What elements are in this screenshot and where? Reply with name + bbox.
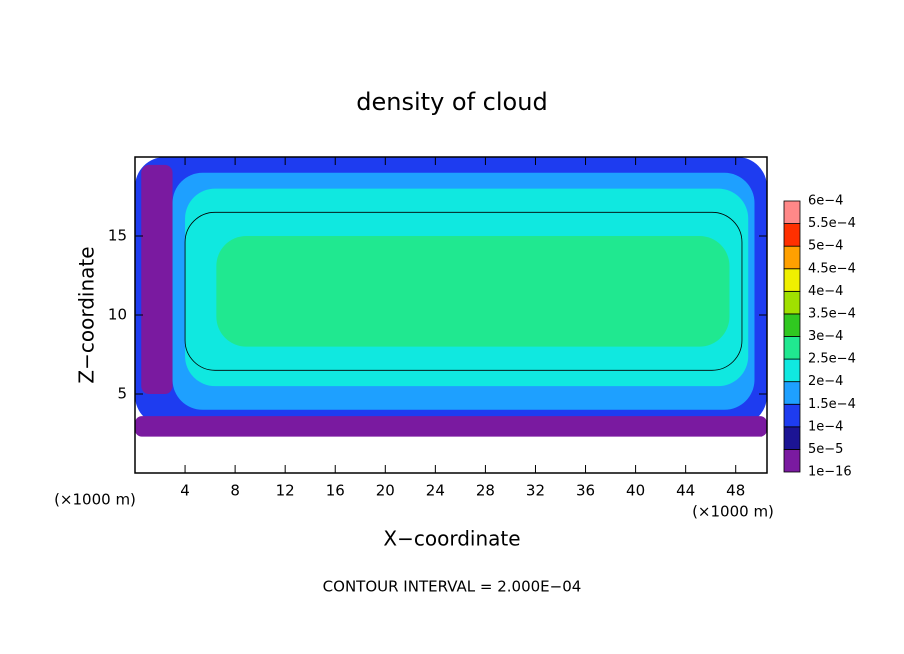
y-tick-label: 10 [108, 306, 127, 324]
colorbar-box [783, 336, 801, 360]
x-tick-label: 32 [526, 482, 545, 500]
y-axis-label: Z−coordinate [75, 246, 99, 383]
colorbar-box [783, 245, 801, 270]
x-tick-label: 8 [230, 482, 240, 500]
colorbar-box [783, 268, 801, 292]
contour-region [141, 164, 173, 394]
colorbar-label: 4e−4 [808, 284, 843, 299]
x-tick-label: 48 [726, 482, 745, 500]
x-tick-label: 20 [376, 482, 395, 500]
colorbar-box [783, 449, 801, 473]
x-tick-label: 40 [626, 482, 645, 500]
chart-title: density of cloud [356, 88, 547, 116]
colorbar-box [783, 223, 801, 247]
colorbar-box [783, 381, 801, 405]
x-tick-label: 4 [180, 482, 190, 500]
x-tick-label: 24 [426, 482, 445, 500]
y-tick-label: 5 [117, 385, 127, 403]
colorbar-label: 5e−5 [808, 442, 843, 457]
colorbar-label: 3.5e−4 [808, 306, 856, 321]
colorbar-label: 5e−4 [808, 239, 843, 254]
contour-region [135, 416, 767, 437]
colorbar-box [783, 200, 801, 224]
contour-region [216, 236, 730, 347]
colorbar-box [783, 403, 801, 428]
x-unit: (×1000 m) [692, 503, 774, 521]
contour-note: CONTOUR INTERVAL = 2.000E−04 [323, 578, 582, 596]
colorbar-box [783, 290, 801, 315]
colorbar-label: 3e−4 [808, 329, 843, 344]
colorbar-label: 4.5e−4 [808, 261, 856, 276]
colorbar-label: 6e−4 [808, 194, 843, 209]
x-tick-label: 36 [576, 482, 595, 500]
x-axis-label: X−coordinate [383, 527, 520, 551]
x-tick-label: 12 [276, 482, 295, 500]
colorbar-label: 1e−4 [808, 419, 843, 434]
colorbar-label: 2.5e−4 [808, 352, 856, 367]
y-tick-label: 15 [108, 227, 127, 245]
y-unit: (×1000 m) [54, 491, 136, 509]
colorbar-box [783, 358, 801, 383]
colorbar-label: 1e−16 [808, 465, 852, 480]
colorbar-label: 5.5e−4 [808, 216, 856, 231]
colorbar-box [783, 426, 801, 450]
colorbar-label: 2e−4 [808, 374, 843, 389]
x-tick-label: 44 [676, 482, 695, 500]
x-tick-label: 16 [326, 482, 345, 500]
x-tick-label: 28 [476, 482, 495, 500]
colorbar-box [783, 313, 801, 337]
colorbar-label: 1.5e−4 [808, 397, 856, 412]
